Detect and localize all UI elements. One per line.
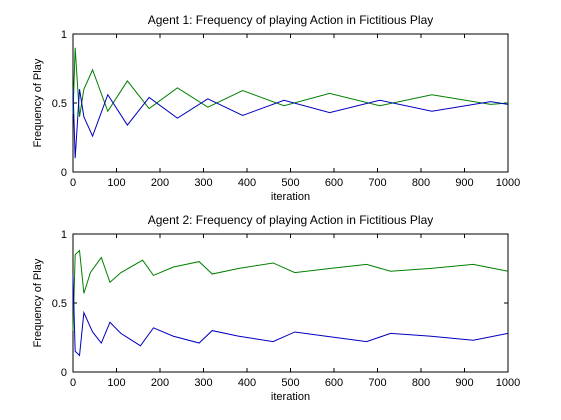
agent-2-green-series-line xyxy=(72,249,509,331)
agent-2-x-tick-label: 700 xyxy=(368,377,386,389)
agent-2-y-axis-label: Frequency of Play xyxy=(32,258,44,347)
agent-2-y-tick-label: 1 xyxy=(61,229,67,241)
agent-1-blue-series-line xyxy=(72,89,509,159)
agent-1-chart-title: Agent 1: Frequency of playing Action in … xyxy=(148,13,434,27)
agent-1-y-tick-label: 0 xyxy=(61,167,67,179)
agent-1-y-tick-label: 0.5 xyxy=(52,98,67,110)
agent-1-x-tick-label: 0 xyxy=(70,177,76,189)
agent-2-x-tick-label: 400 xyxy=(238,377,256,389)
agent-1-y-tick-label: 1 xyxy=(61,29,67,41)
agent-2-y-tick-label: 0 xyxy=(61,367,67,379)
agent-1-green-series-line xyxy=(72,47,509,117)
agent-1-x-tick-label: 100 xyxy=(107,177,125,189)
agent-2-y-tick-label: 0.5 xyxy=(52,298,67,310)
agent-2-x-tick-label: 500 xyxy=(281,377,299,389)
agent-2-blue-series-line xyxy=(72,275,509,357)
agent-1-x-tick-label: 700 xyxy=(368,177,386,189)
agent-2-x-tick-label: 900 xyxy=(455,377,473,389)
agent-2-x-tick-label: 200 xyxy=(151,377,169,389)
agent-1-x-tick-label: 900 xyxy=(455,177,473,189)
agent-1-x-tick-label: 300 xyxy=(194,177,212,189)
agent-2-x-axis-label: iteration xyxy=(271,391,310,403)
agent-2-x-tick-label: 100 xyxy=(107,377,125,389)
agent-1-x-tick-label: 500 xyxy=(281,177,299,189)
agent-2-x-tick-label: 300 xyxy=(194,377,212,389)
agent-1-plot-area xyxy=(72,33,509,173)
agent-1-x-tick-label: 400 xyxy=(238,177,256,189)
agent-1-x-tick-label: 1000 xyxy=(496,177,520,189)
agent-1-y-axis-label: Frequency of Play xyxy=(32,58,44,147)
agent-1-x-tick-label: 600 xyxy=(325,177,343,189)
agent-2-x-tick-label: 0 xyxy=(70,377,76,389)
agent-1-x-axis-label: iteration xyxy=(271,191,310,203)
agent-2-x-tick-label: 600 xyxy=(325,377,343,389)
agent-1-panel: Agent 1: Frequency of playing Action in … xyxy=(32,13,520,203)
agent-2-plot-area xyxy=(72,233,509,373)
agent-2-x-tick-label: 800 xyxy=(412,377,430,389)
agent-2-panel: Agent 2: Frequency of playing Action in … xyxy=(32,213,520,403)
agent-1-x-tick-label: 200 xyxy=(151,177,169,189)
agent-2-x-tick-label: 1000 xyxy=(496,377,520,389)
agent-1-x-tick-label: 800 xyxy=(412,177,430,189)
agent-2-chart-title: Agent 2: Frequency of playing Action in … xyxy=(148,213,434,227)
